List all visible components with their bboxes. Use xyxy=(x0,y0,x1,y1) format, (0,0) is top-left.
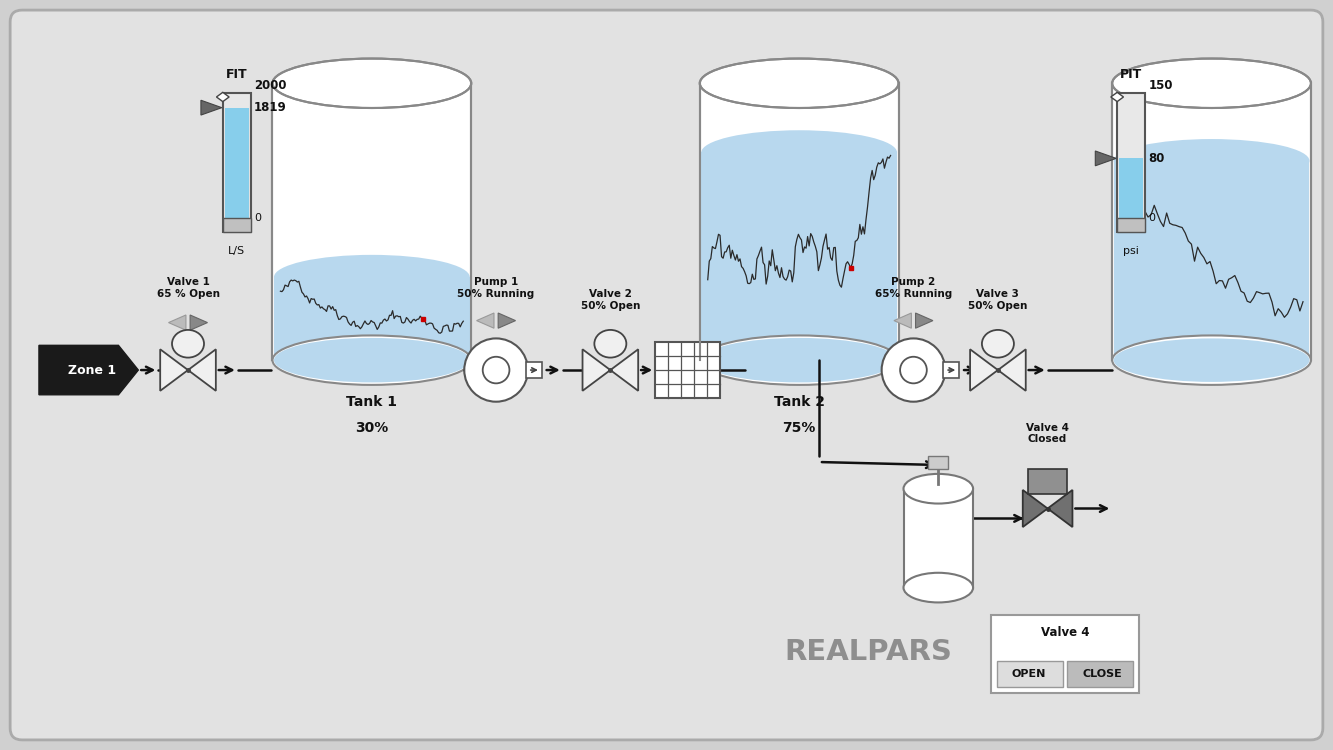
FancyBboxPatch shape xyxy=(527,362,541,378)
Text: Pump 2
65% Running: Pump 2 65% Running xyxy=(874,278,952,298)
Text: PIT: PIT xyxy=(1120,68,1142,81)
FancyBboxPatch shape xyxy=(701,152,897,360)
Text: REALPARS: REALPARS xyxy=(785,638,953,666)
Polygon shape xyxy=(611,350,639,391)
Polygon shape xyxy=(894,313,912,328)
Text: 30%: 30% xyxy=(355,422,388,436)
Ellipse shape xyxy=(272,58,472,108)
FancyBboxPatch shape xyxy=(223,217,251,232)
Polygon shape xyxy=(970,350,998,391)
Text: 80: 80 xyxy=(1149,152,1165,165)
FancyBboxPatch shape xyxy=(1028,469,1068,494)
Ellipse shape xyxy=(700,58,898,108)
Polygon shape xyxy=(216,92,229,101)
Ellipse shape xyxy=(701,338,897,382)
FancyBboxPatch shape xyxy=(990,615,1138,694)
Text: Valve 2
50% Open: Valve 2 50% Open xyxy=(581,289,640,310)
FancyBboxPatch shape xyxy=(700,83,898,360)
Text: Valve 4: Valve 4 xyxy=(1041,626,1089,638)
Text: 150: 150 xyxy=(1149,80,1173,92)
Ellipse shape xyxy=(595,330,627,358)
Text: Tank 2: Tank 2 xyxy=(773,394,825,409)
FancyBboxPatch shape xyxy=(223,93,251,232)
Polygon shape xyxy=(160,350,188,391)
FancyBboxPatch shape xyxy=(1112,83,1310,360)
FancyBboxPatch shape xyxy=(1117,217,1145,232)
Polygon shape xyxy=(1110,92,1124,101)
Polygon shape xyxy=(499,313,516,328)
Polygon shape xyxy=(191,315,208,330)
FancyBboxPatch shape xyxy=(904,489,973,587)
Ellipse shape xyxy=(701,130,897,175)
Ellipse shape xyxy=(700,335,898,385)
FancyBboxPatch shape xyxy=(1066,661,1133,688)
Text: CLOSE: CLOSE xyxy=(1082,669,1122,680)
Polygon shape xyxy=(39,345,139,394)
Polygon shape xyxy=(168,315,185,330)
Text: psi: psi xyxy=(1124,247,1138,256)
Polygon shape xyxy=(1048,490,1073,527)
Polygon shape xyxy=(1022,490,1048,527)
FancyBboxPatch shape xyxy=(944,362,960,378)
FancyBboxPatch shape xyxy=(655,342,720,398)
Text: Valve 4
Closed: Valve 4 Closed xyxy=(1026,422,1069,444)
Text: 75%: 75% xyxy=(782,422,816,436)
FancyBboxPatch shape xyxy=(997,661,1062,688)
FancyBboxPatch shape xyxy=(275,277,469,360)
FancyBboxPatch shape xyxy=(11,10,1322,740)
FancyBboxPatch shape xyxy=(224,108,249,230)
FancyBboxPatch shape xyxy=(1118,158,1144,230)
Circle shape xyxy=(483,357,509,383)
Text: 0: 0 xyxy=(1149,213,1156,223)
Ellipse shape xyxy=(1113,338,1309,382)
Ellipse shape xyxy=(275,255,469,299)
Ellipse shape xyxy=(272,335,472,385)
Text: OPEN: OPEN xyxy=(1012,669,1046,680)
Text: 0: 0 xyxy=(255,213,261,223)
Polygon shape xyxy=(477,313,495,328)
Text: Valve 3
50% Open: Valve 3 50% Open xyxy=(968,289,1028,310)
FancyBboxPatch shape xyxy=(1113,160,1309,360)
Ellipse shape xyxy=(904,573,973,602)
Polygon shape xyxy=(188,350,216,391)
Text: Pump 1
50% Running: Pump 1 50% Running xyxy=(457,278,535,298)
Text: L/S: L/S xyxy=(228,247,245,256)
Polygon shape xyxy=(998,350,1025,391)
Polygon shape xyxy=(916,313,933,328)
Ellipse shape xyxy=(1112,58,1310,108)
Text: Tank 1: Tank 1 xyxy=(347,394,397,409)
Ellipse shape xyxy=(982,330,1014,358)
Ellipse shape xyxy=(1112,335,1310,385)
Ellipse shape xyxy=(904,474,973,503)
Circle shape xyxy=(881,338,945,402)
Text: 2000: 2000 xyxy=(255,80,287,92)
Ellipse shape xyxy=(275,338,469,382)
Polygon shape xyxy=(1096,151,1116,166)
Text: FIT: FIT xyxy=(225,68,248,81)
Circle shape xyxy=(900,357,926,383)
Text: Zone 1: Zone 1 xyxy=(68,364,116,376)
Ellipse shape xyxy=(1113,139,1309,182)
FancyBboxPatch shape xyxy=(272,83,472,360)
Polygon shape xyxy=(201,100,221,115)
Text: Valve 1
65 % Open: Valve 1 65 % Open xyxy=(156,278,220,298)
Text: 1819: 1819 xyxy=(255,101,287,114)
Polygon shape xyxy=(583,350,611,391)
FancyBboxPatch shape xyxy=(1117,93,1145,232)
Ellipse shape xyxy=(172,330,204,358)
FancyBboxPatch shape xyxy=(928,456,948,469)
Bar xyxy=(1112,53,1310,390)
Circle shape xyxy=(464,338,528,402)
